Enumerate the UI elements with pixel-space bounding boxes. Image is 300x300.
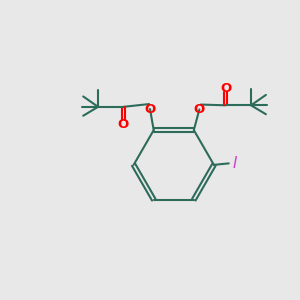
Text: O: O [220, 82, 231, 94]
Text: I: I [232, 156, 237, 171]
Text: O: O [144, 103, 156, 116]
Text: O: O [118, 118, 129, 130]
Text: O: O [194, 103, 205, 116]
